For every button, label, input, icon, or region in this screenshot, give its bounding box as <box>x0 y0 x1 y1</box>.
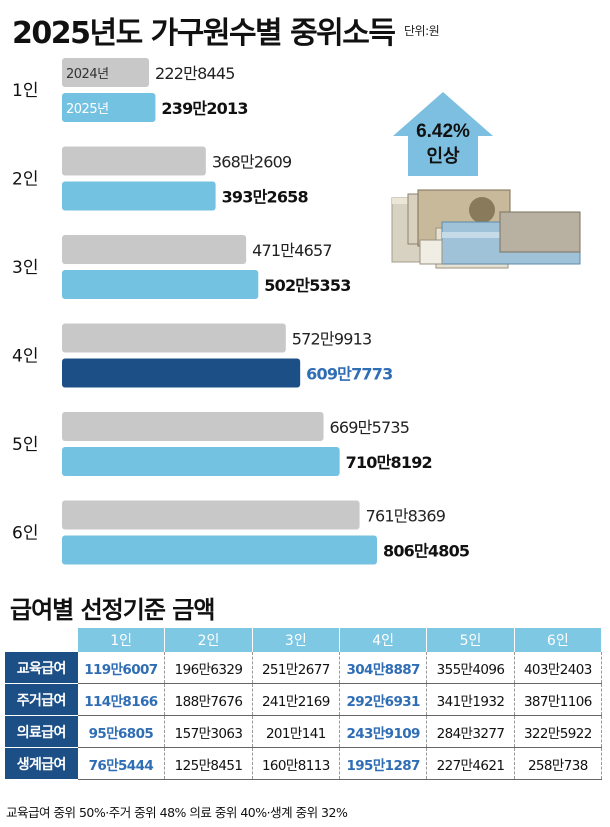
income-bar-chart: 1인 2024년 222만8445 2025년 239만2013 2인 368만2609 39… <box>12 58 581 565</box>
badge-text: 인상 <box>426 146 460 167</box>
table-corner <box>5 628 78 652</box>
table-cell: 114만8166 <box>77 683 166 716</box>
bar-2024 <box>62 500 360 530</box>
table-cell: 157만3063 <box>164 715 253 748</box>
chart-title: 2025년도 가구원수별 중위소득 <box>12 16 396 51</box>
table-row: 생계급여 76만5444 125만8451 160만8113 195만1287 … <box>5 747 603 780</box>
col-header: 1인 <box>77 628 166 652</box>
category-label: 1인 <box>12 81 38 101</box>
col-header: 5인 <box>426 628 515 652</box>
table-cell: 119만6007 <box>77 652 166 684</box>
bar-2025 <box>62 358 301 388</box>
value-label: 471만4657 <box>252 241 332 260</box>
row-label: 의료급여 <box>5 715 78 748</box>
col-header: 6인 <box>514 628 603 652</box>
table-cell: 195만1287 <box>339 747 428 780</box>
col-header: 4인 <box>339 628 428 652</box>
value-label: 393만2658 <box>222 188 309 207</box>
bar-2024 <box>62 323 286 353</box>
table-title: 급여별 선정기준 금액 <box>10 596 215 624</box>
series-label: 2024년 <box>66 67 109 82</box>
value-label: 572만9913 <box>292 330 372 349</box>
table-row: 주거급여 114만8166 188만7676 241만2169 292만6931… <box>5 683 603 716</box>
benefit-table: 1인 2인 3인 4인 5인 6인 교육급여 119만6007 196만6329… <box>5 628 603 780</box>
category-label: 4인 <box>12 347 38 367</box>
category-label: 6인 <box>12 524 38 544</box>
category-label: 3인 <box>12 258 38 278</box>
value-label: 761만8369 <box>366 507 446 526</box>
table-cell: 251만2677 <box>252 652 340 684</box>
table-cell: 241만2169 <box>252 683 340 716</box>
bar-2025 <box>62 447 340 476</box>
table-cell: 304만8887 <box>339 652 428 684</box>
footnote: 교육급여 중위 50%·주거 중위 48% 의료 중위 40%·생계 중위 32… <box>6 805 348 820</box>
value-label: 239만2013 <box>161 99 247 118</box>
table-cell: 95만6805 <box>77 715 166 748</box>
bar-2025 <box>62 93 156 122</box>
table-cell: 160만8113 <box>252 747 340 780</box>
unit-label: 단위:원 <box>404 24 440 38</box>
badge-value: 6.42% <box>416 121 470 142</box>
value-label: 669만5735 <box>330 418 410 437</box>
col-header: 3인 <box>252 628 340 652</box>
table-cell: 355만4096 <box>426 652 515 684</box>
table-cell: 125만8451 <box>164 747 253 780</box>
row-label: 주거급여 <box>5 683 78 716</box>
table-cell: 201만141 <box>252 715 340 748</box>
value-label: 502만5353 <box>264 276 350 295</box>
value-label: 710만8192 <box>346 453 432 472</box>
table-cell: 322만5922 <box>514 715 603 748</box>
table-cell: 188만7676 <box>164 683 253 716</box>
value-label: 222만8445 <box>155 64 235 83</box>
category-label: 5인 <box>12 435 38 455</box>
bar-2025 <box>62 181 216 211</box>
money-illustration: 6.42% 인상 <box>391 92 581 269</box>
table-cell: 284만3277 <box>426 715 515 748</box>
series-label: 2025년 <box>66 102 109 117</box>
value-label: 609만7773 <box>306 365 392 384</box>
table-cell: 403만2403 <box>514 652 603 684</box>
bar-2024 <box>62 58 150 87</box>
table-cell: 258만738 <box>514 747 603 780</box>
table-header-row: 1인 2인 3인 4인 5인 6인 <box>5 628 603 652</box>
table-cell: 292만6931 <box>339 683 428 716</box>
table-row: 의료급여 95만6805 157만3063 201만141 243만9109 2… <box>5 715 603 748</box>
col-header: 2인 <box>164 628 253 652</box>
money-stack-icon <box>391 189 581 269</box>
bar-2024 <box>62 412 324 441</box>
bar-2024 <box>62 146 206 176</box>
table-cell: 196만6329 <box>164 652 253 684</box>
table-row: 교육급여 119만6007 196만6329 251만2677 304만8887… <box>5 652 603 684</box>
bar-2025 <box>62 535 377 565</box>
row-label: 생계급여 <box>5 747 78 780</box>
value-label: 806만4805 <box>383 542 470 561</box>
row-label: 교육급여 <box>5 652 78 684</box>
table-cell: 227만4621 <box>426 747 515 780</box>
table-cell: 243만9109 <box>339 715 428 748</box>
increase-arrow-icon <box>393 92 493 176</box>
category-label: 2인 <box>12 170 38 190</box>
table-cell: 387만1106 <box>514 683 603 716</box>
value-label: 368만2609 <box>212 153 292 172</box>
bar-group: 1인 2024년 222만8445 2025년 239만2013 2인 368만2609 39… <box>12 58 471 565</box>
bar-2025 <box>62 270 259 299</box>
bar-2024 <box>62 235 247 264</box>
table-cell: 341만1932 <box>426 683 515 716</box>
table-cell: 76만5444 <box>77 747 166 780</box>
